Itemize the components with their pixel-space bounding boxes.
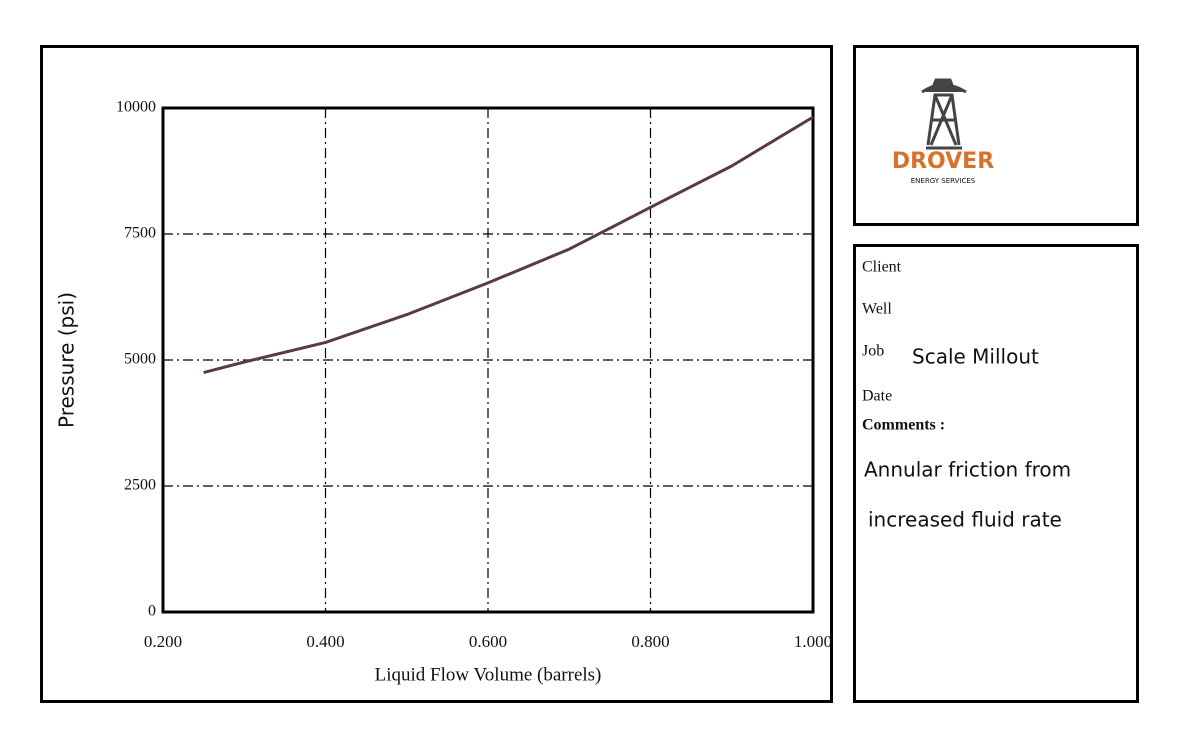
x-tick-label: 0.400 — [306, 632, 344, 651]
y-tick-label: 5000 — [124, 351, 156, 368]
logo-derrick — [921, 78, 967, 150]
y-tick-label: 0 — [148, 603, 156, 620]
x-tick-label: 0.600 — [469, 632, 507, 651]
comments-label: Comments : — [862, 417, 945, 434]
logo-name: DROVER — [892, 149, 994, 174]
logo-frame — [853, 45, 1139, 226]
logo-tagline: ENERGY SERVICES — [911, 177, 976, 185]
comment-line: Annular friction from — [864, 458, 1071, 482]
x-tick-label: 1.000 — [794, 632, 832, 651]
y-tick-label: 2500 — [124, 477, 156, 494]
job-value: Scale Millout — [912, 345, 1039, 369]
x-tick-label: 0.200 — [144, 632, 182, 651]
chart-frame — [40, 45, 833, 703]
x-axis-title: Liquid Flow Volume (barrels) — [375, 664, 602, 685]
y-tick-label: 10000 — [116, 99, 156, 116]
y-axis-title: Pressure (psi) — [55, 292, 79, 428]
info-frame — [853, 244, 1139, 703]
comment-line: increased fluid rate — [868, 508, 1062, 532]
client-label: Client — [862, 259, 902, 276]
y-tick-label: 7500 — [124, 225, 156, 242]
plot-frame — [161, 106, 815, 614]
data-line — [203, 115, 814, 375]
job-label: Job — [862, 343, 884, 360]
date-label: Date — [862, 388, 892, 405]
x-tick-label: 0.800 — [631, 632, 669, 651]
well-label: Well — [862, 301, 892, 318]
